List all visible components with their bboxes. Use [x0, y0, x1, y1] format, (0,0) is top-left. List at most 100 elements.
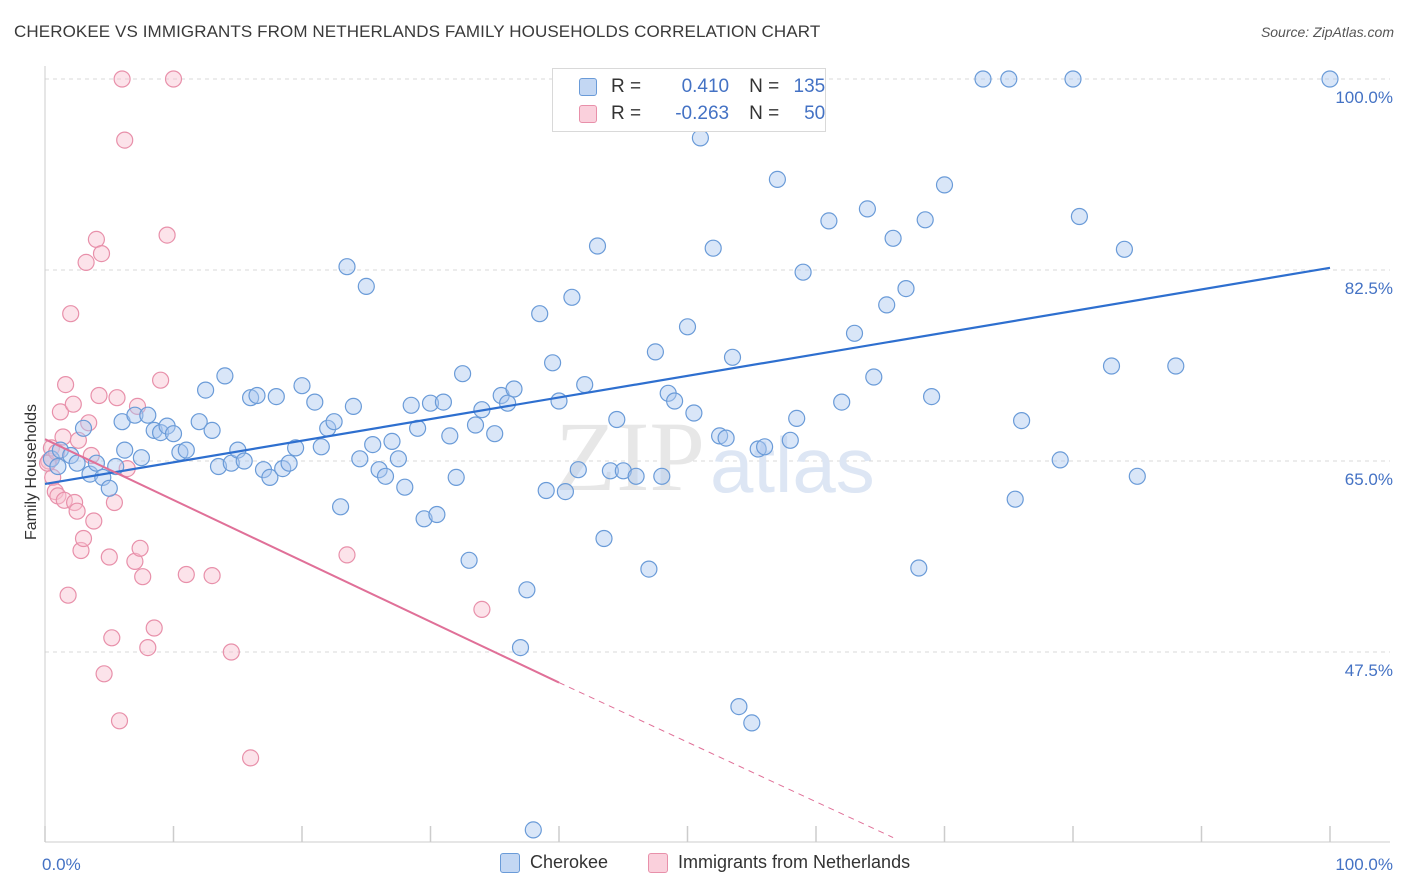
netherlands-point [95, 665, 113, 683]
legend-r-label: R = [611, 103, 642, 124]
legend-row-netherlands: R = -0.263 N = 50 [553, 101, 825, 127]
cherokee-point [1000, 70, 1018, 88]
cherokee-point [1012, 412, 1031, 430]
cherokee-point [248, 386, 266, 405]
netherlands-point [59, 586, 77, 604]
cherokee-point [306, 393, 324, 411]
cherokee-point [665, 392, 684, 410]
cherokee-point [768, 170, 787, 188]
cherokee-point [537, 481, 555, 500]
cherokee-point [338, 258, 356, 276]
x-tick-labels: 0.0% 100.0% [42, 855, 1393, 874]
netherlands-point [177, 565, 195, 584]
cherokee-point [614, 462, 632, 480]
cherokee-point [428, 505, 446, 524]
cherokee-point [543, 354, 562, 372]
cherokee-point [878, 296, 896, 314]
cherokee-point [865, 368, 883, 386]
source-label: Source: ZipAtlas.com [1260, 24, 1394, 40]
netherlands-point [62, 305, 80, 323]
cherokee-point [511, 638, 530, 657]
cherokee-point [332, 498, 350, 516]
y-axis-label: Family Households [23, 404, 40, 540]
cherokee-point [897, 280, 915, 298]
netherlands-point [126, 552, 144, 571]
cherokee-point [1128, 467, 1146, 485]
cherokee-point [454, 365, 472, 383]
netherlands-point [158, 226, 176, 244]
cherokee-point [49, 457, 67, 476]
y-tick-labels: 100.0% 82.5% 65.0% 47.5% [1335, 88, 1393, 680]
legend-r-value: 0.410 [681, 76, 730, 97]
cherokee-point [820, 212, 838, 230]
cherokee-point [389, 450, 407, 468]
legend-r-label: R = [611, 76, 642, 97]
cherokee-point [486, 425, 504, 443]
cherokee-point [608, 410, 626, 429]
series-legend-cherokee: Cherokee [500, 852, 608, 873]
cherokee-point [845, 324, 864, 342]
cherokee-trend-line [44, 266, 1331, 486]
netherlands-point [68, 502, 86, 520]
legend-r-value: -0.263 [675, 103, 730, 124]
cherokee-point [441, 427, 459, 445]
y-tick-label: 100.0% [1335, 88, 1393, 107]
cherokee-point [935, 176, 954, 194]
cherokee-point [126, 406, 144, 424]
cherokee-point [884, 229, 902, 247]
netherlands-trend-line [44, 438, 560, 684]
netherlands-point [145, 619, 163, 637]
watermark: ZIP atlas [555, 401, 875, 512]
cherokee-point [723, 348, 742, 366]
legend-swatch-pink [579, 105, 597, 123]
cherokee-point [177, 441, 195, 459]
cherokee-point [717, 429, 735, 447]
cherokee-point [743, 714, 761, 732]
legend-swatch-blue [579, 78, 597, 96]
netherlands-point [473, 600, 491, 619]
cherokee-point [781, 431, 799, 449]
cherokee-point [242, 389, 260, 407]
series-cherokee-points [42, 70, 1339, 839]
series-netherlands-points [38, 70, 491, 767]
cherokee-point [595, 529, 613, 548]
cherokee-point [518, 581, 536, 599]
cherokee-point [1115, 240, 1134, 258]
cherokee-point [524, 821, 542, 839]
legend-row-cherokee: R = 0.410 N = 135 [553, 74, 825, 100]
cherokee-point [710, 427, 729, 445]
cherokee-point [704, 239, 722, 257]
cherokee-point [434, 393, 452, 411]
cherokee-point [203, 421, 221, 439]
cherokee-point [145, 421, 163, 439]
cherokee-point [312, 438, 330, 456]
series-legend-swatch-pink [648, 852, 668, 873]
netherlands-point [51, 403, 70, 421]
y-tick-label: 82.5% [1345, 279, 1393, 298]
netherlands-point [108, 389, 126, 407]
cherokee-point [563, 288, 581, 306]
cherokee-point [164, 425, 183, 443]
chart-title: CHEROKEE VS IMMIGRANTS FROM NETHERLANDS … [14, 22, 821, 41]
netherlands-point [56, 376, 75, 394]
watermark-zip: ZIP [555, 401, 705, 512]
cherokee-point [197, 381, 215, 399]
series-legend-label: Immigrants from Netherlands [678, 852, 911, 872]
series-legend: Cherokee Immigrants from Netherlands [0, 852, 1406, 878]
legend-n-value: 50 [804, 103, 826, 124]
cherokee-point [788, 409, 806, 427]
cherokee-point [376, 467, 395, 485]
cherokee-point [833, 393, 851, 411]
cherokee-point [601, 462, 620, 480]
netherlands-point [139, 638, 157, 657]
netherlands-point [74, 529, 93, 548]
cherokee-point [794, 263, 812, 281]
netherlands-point [134, 568, 152, 586]
cherokee-point [569, 461, 587, 479]
legend-n-value: 135 [793, 76, 826, 97]
cherokee-point [749, 440, 767, 458]
x-tick-label: 100.0% [1335, 855, 1393, 874]
cherokee-point [922, 388, 941, 406]
cherokee-point [190, 413, 208, 431]
